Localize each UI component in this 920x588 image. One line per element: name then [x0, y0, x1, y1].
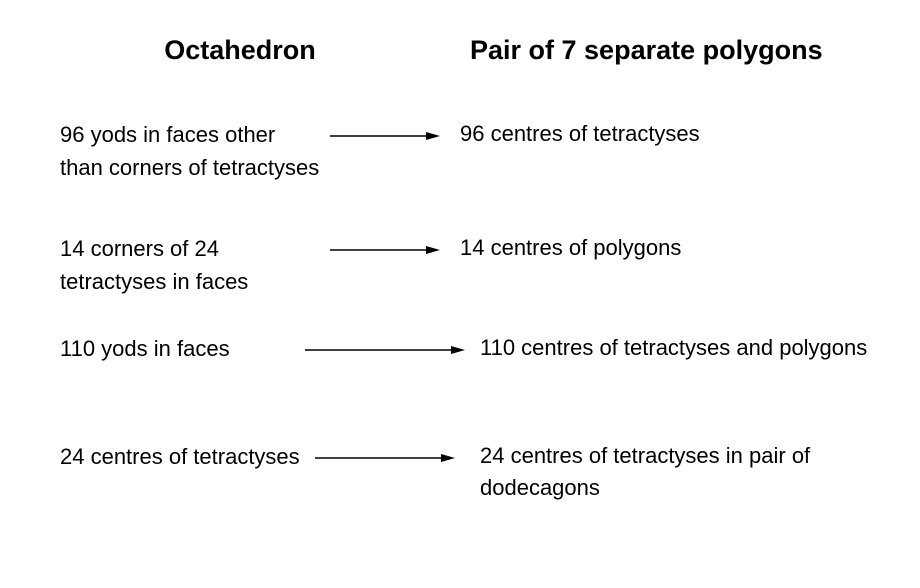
mapping-left-0: 96 yods in faces other than corners of t… — [0, 118, 320, 184]
arrow-0 — [320, 118, 450, 144]
mapping-left-1: 14 corners of 24 tetractyses in faces — [0, 232, 320, 298]
arrow-icon — [305, 342, 465, 358]
mapping-left-3: 24 centres of tetractyses — [0, 440, 300, 473]
header-left: Octahedron — [0, 35, 420, 66]
mapping-row-0: 96 yods in faces other than corners of t… — [0, 118, 920, 184]
arrow-1 — [320, 232, 450, 258]
mapping-row-2: 110 yods in faces 110 centres of tetract… — [0, 332, 920, 365]
mapping-right-2: 110 centres of tetractyses and polygons — [470, 332, 920, 364]
mapping-row-1: 14 corners of 24 tetractyses in faces 14… — [0, 232, 920, 298]
mapping-right-0: 96 centres of tetractyses — [450, 118, 920, 150]
mapping-row-3: 24 centres of tetractyses 24 centres of … — [0, 440, 920, 504]
header-right: Pair of 7 separate polygons — [420, 35, 920, 66]
mapping-right-3: 24 centres of tetractyses in pair of dod… — [470, 440, 920, 504]
arrow-2 — [300, 332, 470, 358]
mapping-right-1: 14 centres of polygons — [450, 232, 920, 264]
arrow-icon — [330, 242, 440, 258]
arrow-icon — [330, 128, 440, 144]
arrow-3 — [300, 440, 470, 466]
mapping-left-2: 110 yods in faces — [0, 332, 300, 365]
header-row: Octahedron Pair of 7 separate polygons — [0, 35, 920, 66]
arrow-icon — [315, 450, 455, 466]
